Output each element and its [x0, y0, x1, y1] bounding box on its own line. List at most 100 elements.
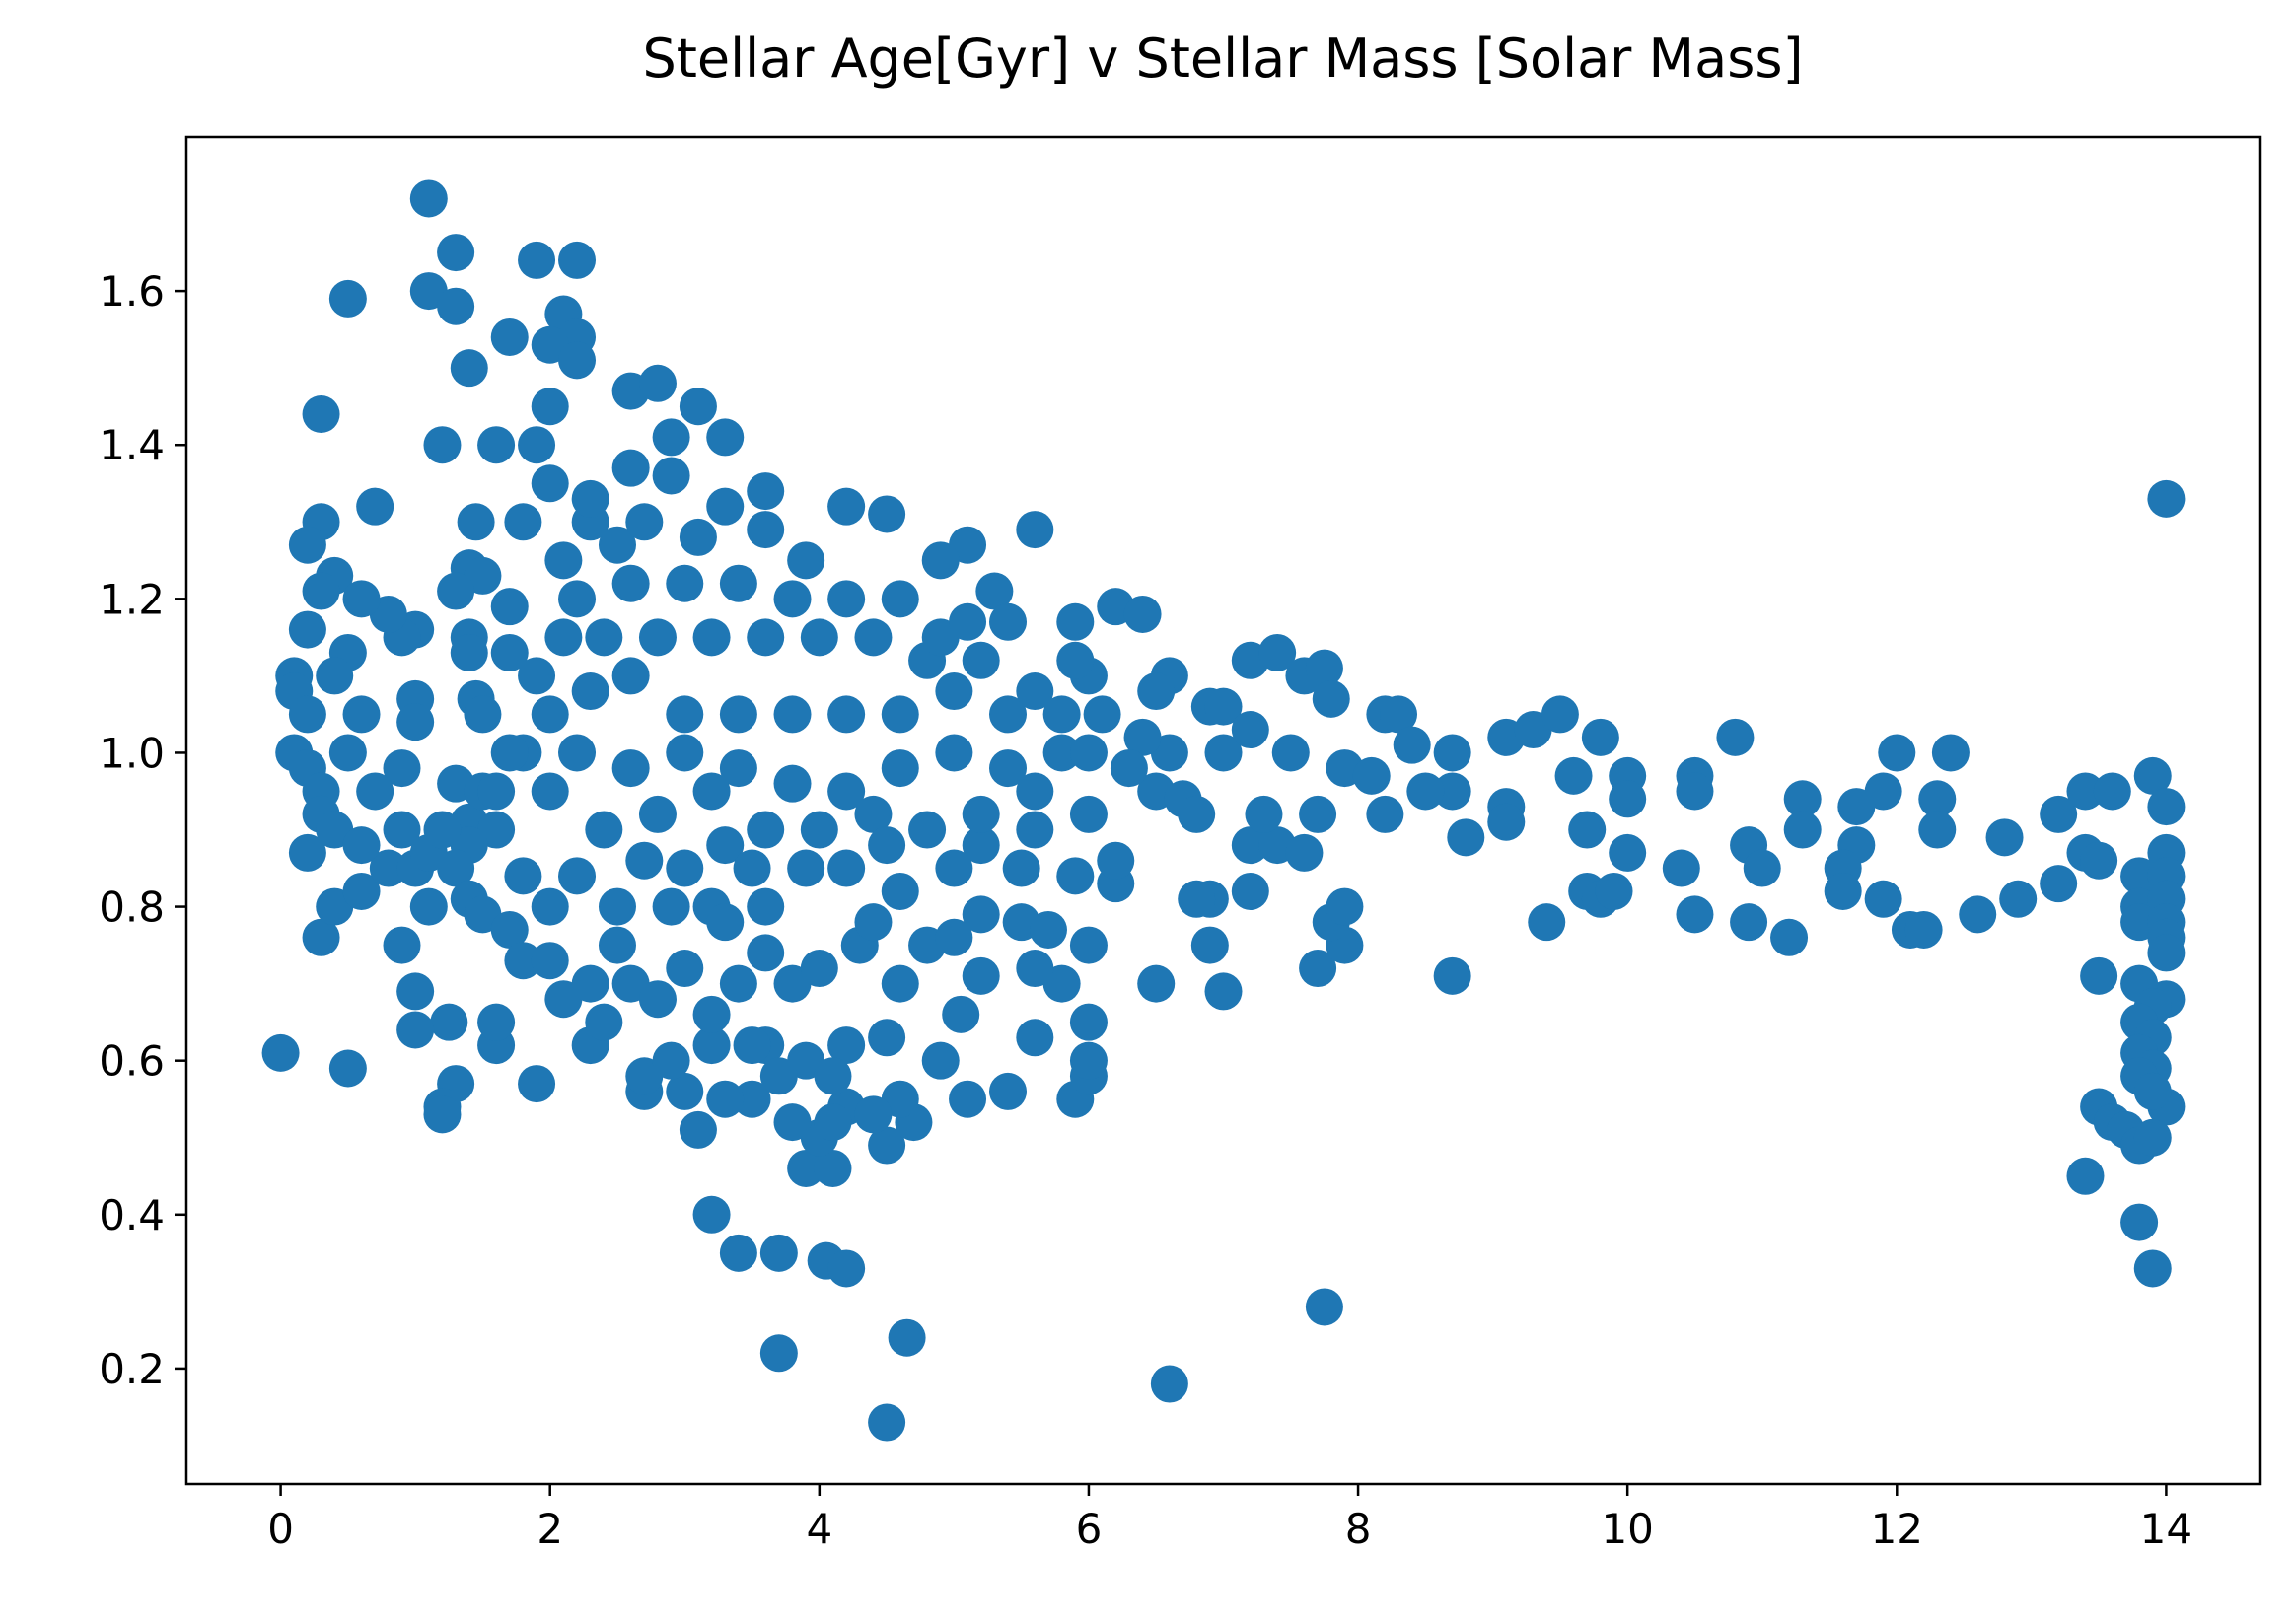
data-point [2120, 857, 2159, 895]
data-point [881, 872, 919, 910]
data-point [935, 918, 973, 956]
data-point [1554, 756, 1593, 795]
data-point [652, 418, 690, 457]
data-point [2093, 772, 2131, 811]
data-point [1299, 950, 1337, 988]
data-point [1204, 687, 1243, 726]
data-point [1204, 734, 1243, 772]
data-point [1676, 895, 1714, 934]
data-point [1110, 749, 1148, 788]
data-point [598, 926, 636, 964]
data-point [490, 633, 529, 671]
data-point [2147, 934, 2186, 972]
data-point [437, 234, 475, 272]
data-point [854, 1095, 893, 1134]
data-point [302, 572, 340, 610]
data-point [706, 903, 745, 942]
data-point [733, 849, 771, 887]
data-point [1837, 788, 1876, 826]
data-point [611, 449, 650, 487]
data-point [1178, 795, 1216, 833]
data-point [1783, 811, 1822, 849]
data-point [437, 572, 475, 610]
data-point [571, 479, 609, 518]
data-point [706, 487, 745, 526]
data-point [666, 849, 704, 887]
data-point [504, 857, 542, 895]
data-point [396, 1011, 435, 1049]
data-point [1959, 895, 1997, 934]
data-point [800, 618, 838, 657]
data-point [827, 1249, 866, 1288]
data-point [316, 657, 354, 695]
data-point [1609, 780, 1647, 818]
data-point [1447, 818, 1485, 857]
data-point [638, 980, 677, 1019]
data-point [2066, 1157, 2105, 1195]
data-point [692, 1026, 731, 1065]
data-point [518, 1065, 556, 1103]
data-point [531, 942, 569, 980]
data-point [1069, 1003, 1108, 1041]
data-point [504, 503, 542, 541]
data-point [827, 772, 866, 811]
data-point [1918, 811, 1957, 849]
data-point [800, 950, 838, 988]
data-point [625, 503, 664, 541]
data-point [558, 341, 597, 380]
data-point [719, 695, 757, 734]
data-point [464, 695, 502, 734]
data-point [1002, 849, 1040, 887]
data-point [787, 1149, 825, 1187]
data-point [288, 695, 326, 734]
data-point [396, 703, 435, 741]
data-point [747, 472, 785, 511]
data-point [989, 749, 1028, 788]
data-point [1069, 1041, 1108, 1080]
data-point [571, 672, 609, 711]
data-point [1285, 833, 1324, 872]
data-point [1204, 972, 1243, 1011]
data-point [773, 764, 812, 803]
data-point [1056, 641, 1095, 679]
data-point [1528, 903, 1566, 942]
data-point [328, 1049, 367, 1088]
data-point [585, 811, 623, 849]
data-point [666, 1072, 704, 1110]
data-point [1231, 711, 1269, 749]
data-point [1042, 695, 1081, 734]
data-point [638, 364, 677, 402]
data-point [1016, 511, 1054, 549]
data-point [1393, 726, 1431, 764]
axes-frame [184, 135, 2262, 1486]
data-point [356, 772, 394, 811]
data-point [759, 1334, 798, 1373]
data-point [962, 956, 1000, 995]
data-point [1730, 903, 1768, 942]
data-point [2147, 788, 2186, 826]
data-point [1406, 772, 1445, 811]
data-point [1258, 633, 1297, 671]
data-point [921, 1041, 960, 1080]
data-point [1595, 872, 1633, 910]
data-point [666, 734, 704, 772]
data-point [423, 811, 462, 849]
data-point [679, 388, 717, 426]
data-point [773, 695, 812, 734]
data-point [747, 887, 785, 926]
data-point [868, 1403, 906, 1442]
data-point [571, 964, 609, 1003]
y-tick-label: 1.2 [99, 575, 165, 623]
data-point [719, 964, 757, 1003]
data-point [328, 279, 367, 318]
data-point [518, 426, 556, 464]
data-point [1662, 849, 1700, 887]
data-point [881, 749, 919, 788]
data-point [1716, 718, 1755, 756]
data-point [1056, 602, 1095, 641]
data-point [1190, 926, 1229, 964]
data-point [814, 1103, 852, 1142]
data-point [1069, 926, 1108, 964]
data-point [531, 388, 569, 426]
